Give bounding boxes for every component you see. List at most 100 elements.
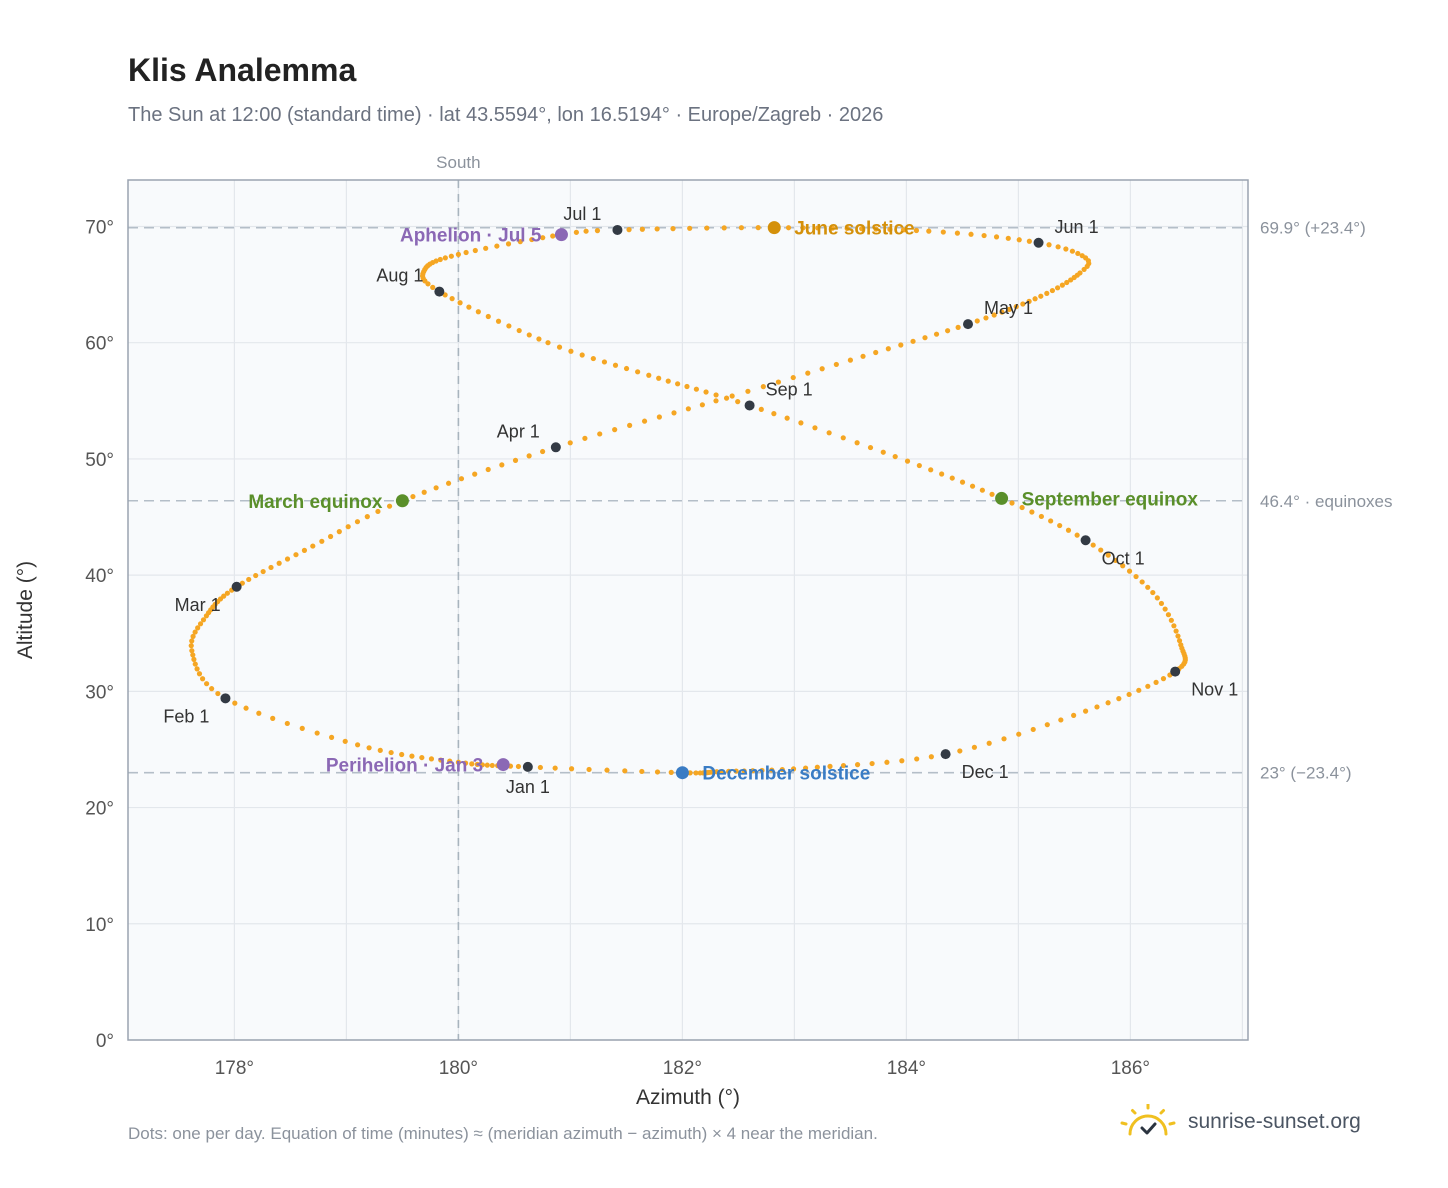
daily-dot — [474, 761, 480, 768]
daily-dot — [485, 466, 491, 473]
daily-dot — [854, 440, 860, 446]
daily-dot — [1065, 527, 1072, 533]
daily-dot — [1026, 238, 1032, 244]
daily-dot — [840, 762, 847, 769]
event-label: June solstice — [794, 219, 914, 240]
month-label: Nov 1 — [1191, 680, 1238, 700]
month-label: Feb 1 — [163, 706, 209, 726]
daily-dot — [1079, 253, 1085, 259]
daily-dot — [421, 489, 427, 495]
page-title: Klis Analemma — [128, 52, 357, 88]
x-tick-label: 178° — [215, 1058, 254, 1079]
daily-dot — [771, 411, 777, 417]
daily-dot — [485, 313, 491, 320]
daily-dot — [469, 761, 475, 767]
y-tick-label: 50° — [85, 450, 114, 471]
daily-dot — [550, 233, 556, 239]
daily-dot — [910, 338, 916, 344]
daily-dot — [428, 756, 435, 762]
month-label: Jul 1 — [563, 204, 601, 224]
daily-dot — [195, 625, 201, 631]
daily-dot — [1090, 542, 1096, 548]
daily-dot — [697, 770, 703, 776]
daily-dot — [741, 768, 747, 774]
x-tick-label: 182° — [663, 1058, 702, 1079]
daily-dot — [959, 479, 966, 485]
y-axis-label: Altitude (°) — [14, 561, 37, 659]
daily-dot — [594, 228, 601, 234]
daily-dot — [345, 524, 351, 530]
daily-dot — [729, 393, 735, 399]
plot-frame — [127, 179, 1249, 1041]
daily-dot — [526, 453, 532, 459]
daily-dot — [458, 476, 465, 482]
daily-dot — [1136, 687, 1142, 693]
daily-dot — [758, 406, 764, 412]
daily-dot — [425, 281, 431, 287]
daily-dot — [327, 533, 334, 540]
daily-dot — [375, 508, 381, 515]
daily-dot — [409, 753, 415, 759]
daily-dot — [1071, 712, 1077, 719]
daily-dot — [537, 764, 543, 771]
daily-dot — [693, 770, 699, 776]
daily-dot — [1005, 235, 1011, 241]
daily-dot — [1105, 552, 1111, 558]
daily-dot — [981, 232, 987, 239]
daily-dot — [775, 379, 782, 385]
brand[interactable]: sunrise-sunset.org — [1120, 1104, 1361, 1140]
daily-dot — [805, 370, 811, 376]
daily-dot — [506, 323, 512, 329]
daily-dot — [479, 762, 485, 768]
daily-dot — [1165, 612, 1172, 618]
grid-lines — [128, 180, 1248, 1041]
daily-dot — [1171, 623, 1177, 629]
daily-dot — [954, 230, 961, 236]
x-tick-label: 184° — [887, 1058, 926, 1079]
daily-dot — [489, 762, 495, 769]
daily-dot — [687, 225, 693, 231]
daily-dot — [926, 228, 932, 234]
daily-dot — [1038, 513, 1044, 520]
daily-dot — [713, 392, 719, 398]
daily-dot — [844, 225, 850, 231]
daily-dot — [197, 621, 204, 627]
daily-dot — [1049, 287, 1056, 294]
daily-dot — [386, 503, 393, 509]
daily-dot — [354, 519, 361, 525]
daily-dot — [769, 767, 775, 773]
daily-dot — [699, 402, 705, 408]
daily-dot — [814, 764, 820, 770]
daily-dot — [1075, 250, 1081, 257]
daily-dot — [552, 765, 558, 771]
daily-dot — [268, 564, 274, 571]
daily-dot — [536, 336, 542, 342]
daily-dot — [505, 241, 512, 247]
daily-dot — [626, 227, 632, 233]
daily-dot — [526, 332, 532, 338]
daily-dot — [449, 296, 455, 302]
daily-dot — [675, 381, 681, 387]
daily-dot — [1058, 717, 1064, 723]
daily-dot — [189, 638, 195, 644]
y-tick-label: 20° — [85, 799, 114, 820]
daily-dot — [999, 309, 1005, 315]
daily-dot — [495, 318, 502, 324]
daily-dot — [284, 720, 290, 727]
daily-dot — [301, 547, 308, 553]
daily-dot — [568, 766, 575, 772]
month-label: Oct 1 — [1102, 548, 1145, 568]
daily-dot — [270, 715, 276, 722]
daily-dot — [939, 471, 945, 477]
daily-dot — [1026, 298, 1032, 304]
daily-dot — [1030, 726, 1036, 733]
daily-dot — [1153, 679, 1159, 686]
daily-dot — [494, 243, 500, 249]
daily-dot — [812, 425, 818, 431]
daily-dot — [1154, 595, 1160, 601]
daily-dot — [1063, 246, 1069, 252]
daily-dot — [196, 671, 203, 677]
daily-dot — [860, 353, 866, 359]
daily-dot — [969, 483, 976, 489]
daily-dot — [760, 384, 766, 390]
